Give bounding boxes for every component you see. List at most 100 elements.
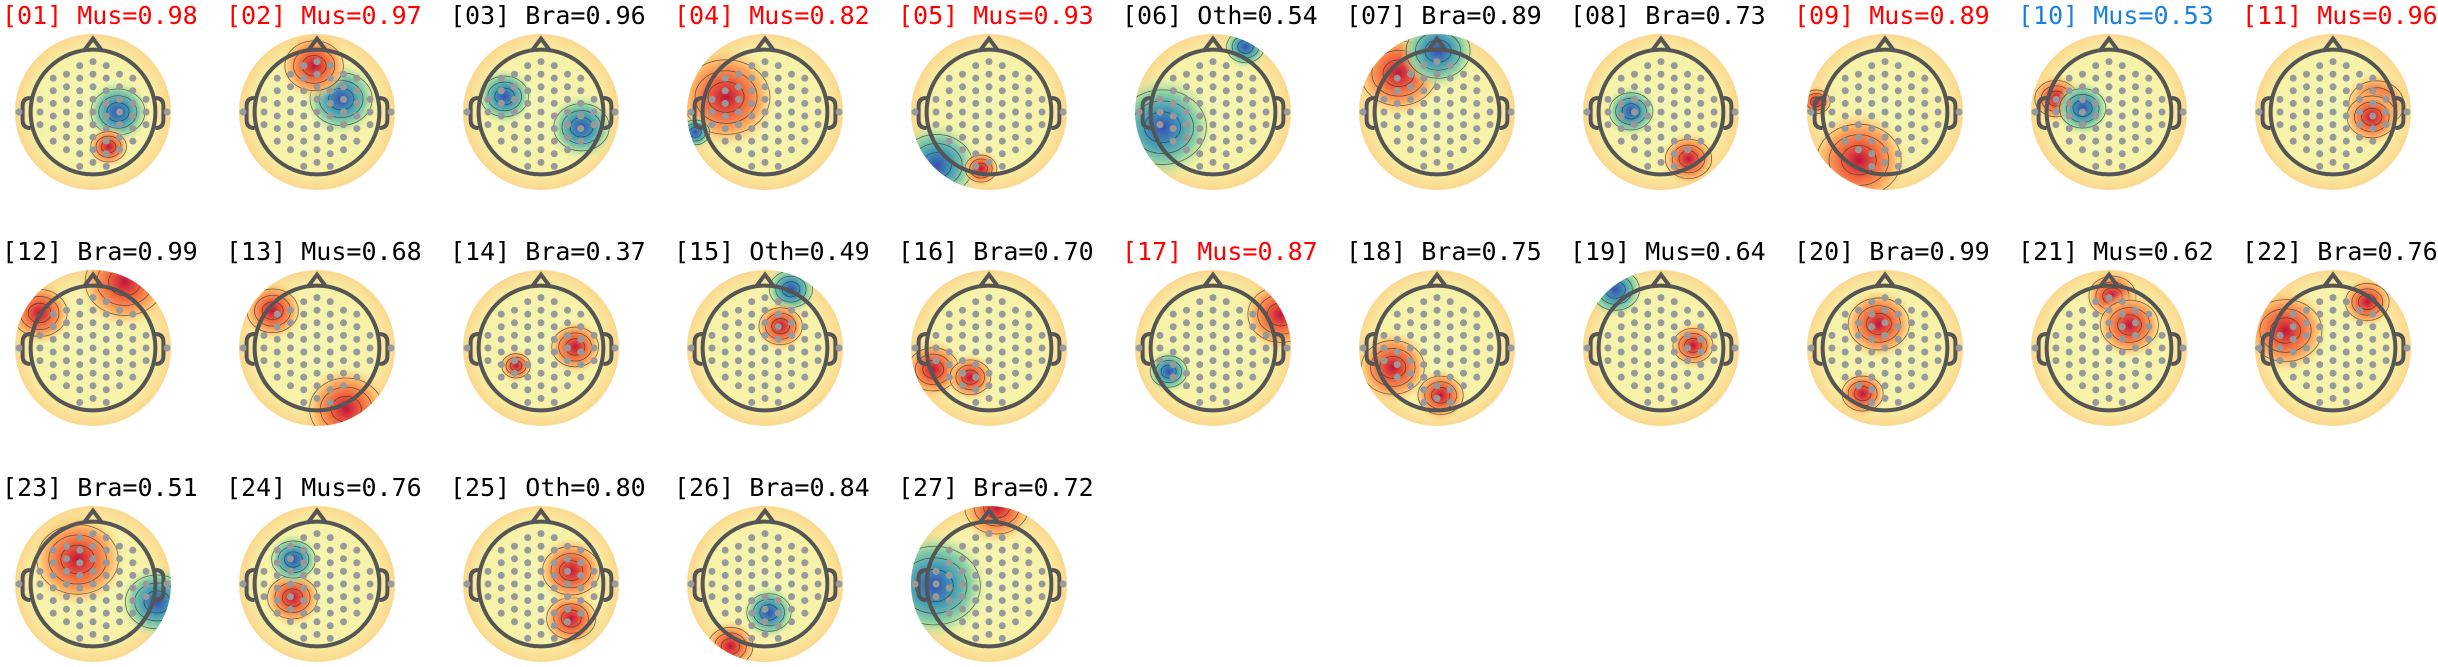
ear <box>244 96 255 130</box>
contour <box>551 326 599 368</box>
electrode <box>1222 87 1230 95</box>
electrode <box>1921 87 1929 95</box>
electrode <box>142 580 150 588</box>
electrode <box>1644 386 1652 394</box>
electrode <box>2105 58 2113 66</box>
ear <box>1051 568 1062 602</box>
component: [24] Mus=0.76 <box>226 473 422 662</box>
electrode <box>2316 348 2324 356</box>
electrode <box>958 555 966 563</box>
contour <box>1405 34 1471 79</box>
electrode <box>313 70 321 78</box>
nose <box>1874 35 1896 52</box>
electrode <box>985 630 993 638</box>
electrode <box>748 62 756 70</box>
electrode <box>2289 310 2297 318</box>
electrode <box>1012 133 1020 141</box>
electrode <box>2092 348 2100 356</box>
electrode <box>577 74 585 82</box>
electrode <box>2105 344 2113 352</box>
electrode <box>1617 361 1625 369</box>
electrode <box>1854 331 1862 339</box>
electrode <box>537 369 545 377</box>
electrode <box>564 70 572 78</box>
electrode <box>1393 335 1401 343</box>
nose <box>1874 271 1896 288</box>
electrode <box>1196 74 1204 82</box>
electrode <box>1169 310 1177 318</box>
electrode <box>1420 361 1428 369</box>
electrode <box>721 597 729 605</box>
electrode <box>1025 125 1033 133</box>
electrode <box>734 319 742 327</box>
electrode <box>1406 319 1414 327</box>
electrode <box>945 609 953 617</box>
electrode <box>972 571 980 579</box>
electrode <box>748 559 756 567</box>
electrode <box>774 622 782 630</box>
electrode <box>260 357 268 365</box>
electrode <box>998 597 1006 605</box>
electrode <box>2369 373 2377 381</box>
electrode <box>1881 146 1889 154</box>
electrode <box>1222 62 1230 70</box>
electrode <box>761 593 769 601</box>
electrode <box>788 133 796 141</box>
electrode <box>985 357 993 365</box>
electrode <box>1393 74 1401 82</box>
electrode <box>353 348 361 356</box>
electrode <box>1670 99 1678 107</box>
electrode <box>1038 567 1046 575</box>
electrode <box>1894 310 1902 318</box>
electrode <box>1697 310 1705 318</box>
electrode <box>1169 323 1177 331</box>
head-outline <box>2268 47 2398 177</box>
component-label: [05] Mus=0.93 <box>898 1 1094 30</box>
electrode <box>537 593 545 601</box>
electrode <box>1446 386 1454 394</box>
electrode <box>734 357 742 365</box>
electrode <box>2369 323 2377 331</box>
electrode <box>2316 335 2324 343</box>
electrode <box>748 335 756 343</box>
electrode <box>2302 382 2310 390</box>
electrode <box>300 571 308 579</box>
electrode <box>1644 323 1652 331</box>
electrode <box>116 542 124 550</box>
ear <box>20 568 31 602</box>
electrode <box>537 108 545 116</box>
electrode <box>2302 306 2310 314</box>
electrode <box>2356 306 2364 314</box>
electrode <box>550 74 558 82</box>
electrode <box>1420 335 1428 343</box>
electrode <box>1868 323 1876 331</box>
electrode <box>721 584 729 592</box>
electrode <box>1473 99 1481 107</box>
electrode <box>2302 319 2310 327</box>
electrode <box>524 534 532 542</box>
electrode <box>1025 112 1033 120</box>
electrode <box>1446 335 1454 343</box>
electrode <box>102 597 110 605</box>
electrode <box>1209 369 1217 377</box>
electrode <box>510 382 518 390</box>
electrode <box>1025 99 1033 107</box>
electrode <box>1473 323 1481 331</box>
electrode <box>1236 95 1244 103</box>
nose <box>82 507 104 524</box>
electrode <box>313 146 321 154</box>
electrode <box>2065 310 2073 318</box>
electrode <box>1921 74 1929 82</box>
electrode <box>49 87 57 95</box>
electrode <box>326 323 334 331</box>
electrode <box>801 87 809 95</box>
electrode <box>1894 137 1902 145</box>
electrode <box>814 95 822 103</box>
electrode <box>972 150 980 158</box>
electrode <box>1380 344 1388 352</box>
electrode <box>1894 74 1902 82</box>
electrode <box>550 361 558 369</box>
electrode <box>313 567 321 575</box>
ear <box>244 332 255 366</box>
electrode <box>985 542 993 550</box>
